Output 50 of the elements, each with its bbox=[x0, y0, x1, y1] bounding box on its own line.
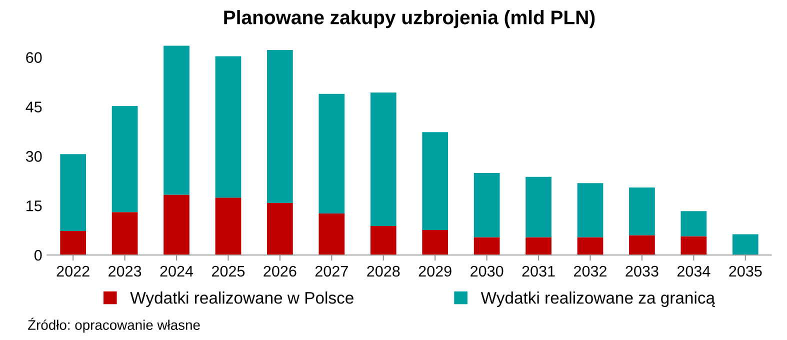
bar bbox=[474, 172, 500, 238]
x-tick-label: 2030 bbox=[470, 266, 504, 277]
bar bbox=[680, 211, 707, 236]
x-tick-label: 2028 bbox=[367, 266, 400, 277]
bar bbox=[267, 50, 293, 203]
bar bbox=[215, 198, 242, 255]
x-tick-label: 2027 bbox=[315, 266, 348, 277]
bar bbox=[60, 230, 86, 255]
bar bbox=[577, 183, 604, 238]
y-tick-label: 60 bbox=[26, 52, 42, 63]
bar bbox=[164, 194, 190, 255]
bar bbox=[526, 176, 552, 238]
bar bbox=[370, 226, 396, 255]
bar bbox=[629, 235, 655, 255]
x-tick-label: 2034 bbox=[677, 266, 710, 277]
legend-label: Wydatki realizowane w Polsce bbox=[130, 292, 354, 308]
bar bbox=[60, 154, 86, 231]
x-tick-label: 2029 bbox=[418, 266, 452, 277]
bar bbox=[267, 202, 293, 255]
chart-title: Planowane zakupy uzbrojenia (mld PLN) bbox=[224, 10, 595, 28]
text: Źródło: opracowanie własne bbox=[28, 318, 200, 333]
bar bbox=[112, 212, 138, 255]
bar bbox=[422, 230, 448, 255]
bar bbox=[112, 106, 138, 212]
x-tick-label: 2031 bbox=[522, 266, 555, 277]
x-tick-label: 2035 bbox=[729, 266, 762, 277]
x-tick-label: 2025 bbox=[212, 266, 245, 277]
x-tick-label: 2033 bbox=[626, 266, 658, 277]
bar bbox=[215, 56, 242, 198]
legend-label: Wydatki realizowane za granicą bbox=[480, 292, 716, 308]
y-tick-label: 45 bbox=[26, 102, 42, 112]
bar bbox=[680, 236, 707, 255]
y-tick-label: 30 bbox=[26, 151, 42, 162]
bar bbox=[577, 237, 604, 255]
bar bbox=[474, 237, 500, 255]
bar bbox=[318, 213, 345, 255]
bar bbox=[370, 92, 396, 226]
bar bbox=[318, 94, 345, 214]
bar bbox=[422, 132, 448, 230]
x-tick-label: 2024 bbox=[160, 266, 194, 277]
y-tick-label: 0 bbox=[34, 250, 42, 261]
x-tick-label: 2032 bbox=[574, 266, 606, 277]
y-tick-label: 15 bbox=[26, 200, 42, 212]
bar bbox=[526, 237, 552, 255]
x-tick-label: 2023 bbox=[108, 266, 142, 277]
bar bbox=[164, 46, 190, 195]
bar bbox=[629, 187, 655, 236]
bar bbox=[732, 234, 758, 255]
x-tick-label: 2026 bbox=[264, 266, 296, 277]
x-tick-label: 2022 bbox=[56, 266, 90, 277]
